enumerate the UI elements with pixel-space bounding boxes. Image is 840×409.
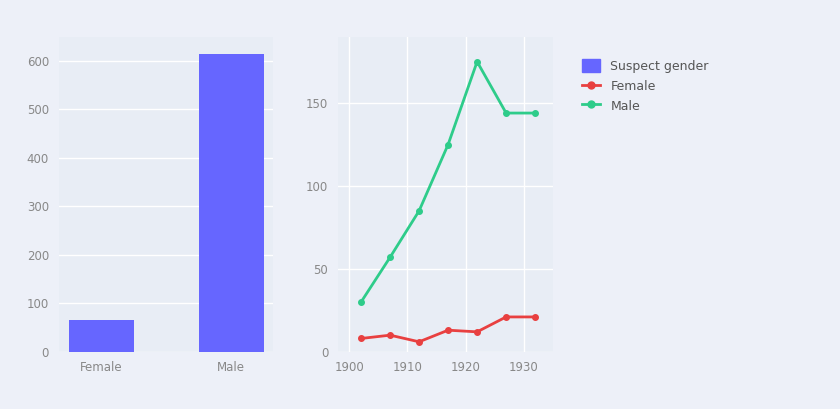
Legend: Suspect gender, Female, Male: Suspect gender, Female, Male xyxy=(581,59,709,113)
Bar xyxy=(69,320,134,352)
Bar xyxy=(198,54,264,352)
